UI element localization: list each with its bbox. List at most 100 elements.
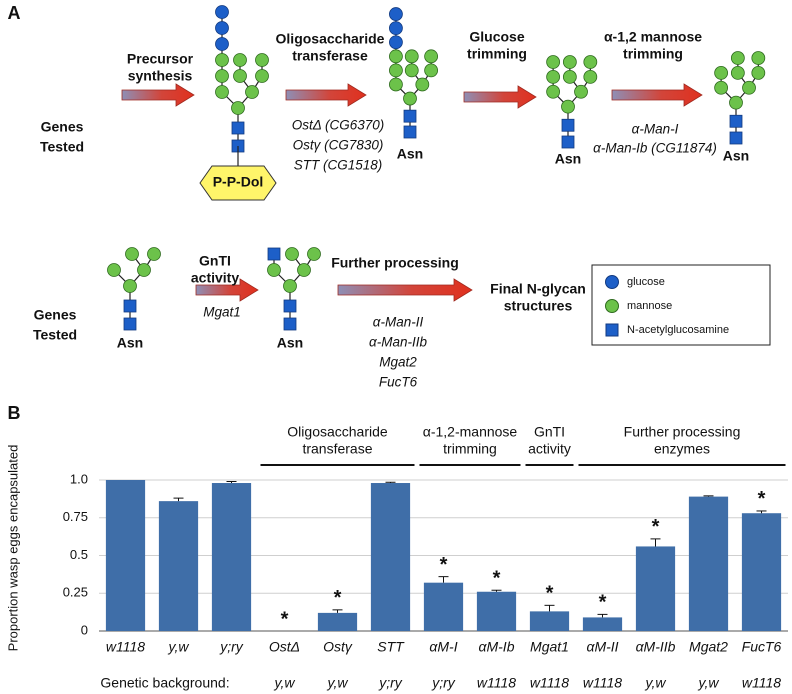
genetic-background: y,w <box>645 675 667 691</box>
glcnac <box>403 125 417 139</box>
mannose <box>215 69 229 83</box>
glcnac <box>403 109 417 123</box>
x-tick-label: Ostγ <box>323 639 353 655</box>
mannose <box>245 85 259 99</box>
group-label: trimming <box>443 441 497 457</box>
asn: Asn <box>117 335 143 351</box>
genes-label: Tested <box>40 139 84 155</box>
x-tick-label: w1118 <box>106 639 145 655</box>
x-tick-label: αM-II <box>586 639 618 655</box>
legend-label: N-acetylglucosamine <box>627 324 729 336</box>
mannose <box>285 247 299 261</box>
glucose <box>389 7 403 21</box>
mannose <box>255 53 269 67</box>
group-label: transferase <box>302 441 372 457</box>
genes-label: Genes <box>34 307 77 323</box>
mannose <box>107 263 121 277</box>
error-bar <box>703 495 714 497</box>
group-label: activity <box>528 441 571 457</box>
step-title: Precursor <box>127 51 194 67</box>
mannose <box>389 49 403 64</box>
step-title: trimming <box>623 46 683 62</box>
legend-glcnac <box>605 323 619 337</box>
legend-box <box>591 264 771 346</box>
gene: α-Man-Ib (CG11874) <box>593 141 717 156</box>
step-title: activity <box>191 270 239 286</box>
mannose <box>233 53 247 67</box>
group-label: enzymes <box>654 441 710 457</box>
significance: * <box>599 592 607 614</box>
y-tick-label: 0 <box>81 622 88 637</box>
group-label: Oligosaccharide <box>287 424 388 440</box>
bar <box>741 513 782 631</box>
significance: * <box>281 608 289 630</box>
mannose <box>751 66 766 80</box>
mannose <box>389 63 403 78</box>
x-tick-label: OstΔ <box>269 639 300 655</box>
arrow <box>195 278 259 302</box>
gene: Ostγ (CG7830) <box>293 138 384 153</box>
gene: OstΔ (CG6370) <box>292 118 385 133</box>
bar <box>635 546 676 631</box>
glcnac <box>123 317 137 331</box>
genetic-background: w1118 <box>742 675 781 691</box>
error-bar <box>650 538 661 547</box>
asn: Asn <box>555 151 581 167</box>
asn: Asn <box>397 146 423 162</box>
group-label: α-1,2-mannose <box>423 424 518 440</box>
x-tick-label: Mgat1 <box>530 639 569 655</box>
genetic-background: y,w <box>274 675 296 691</box>
arrow <box>337 278 473 302</box>
mannose <box>714 66 729 80</box>
gene: α-Man-IIb <box>369 335 427 350</box>
y-tick-label: 1.0 <box>70 471 88 486</box>
glcnac <box>561 118 575 132</box>
mannose <box>297 263 311 277</box>
mannose <box>562 70 577 84</box>
error-bar <box>438 576 449 583</box>
x-tick-label: y,w <box>168 639 190 655</box>
step-title: Oligosaccharide <box>276 31 385 47</box>
significance: * <box>440 554 448 576</box>
genes-label: Genes <box>41 119 84 135</box>
lipid <box>199 165 277 201</box>
mannose <box>255 69 269 83</box>
bar <box>211 483 252 631</box>
mannose <box>231 101 245 115</box>
legend-glucose <box>605 275 619 289</box>
bar <box>370 483 411 631</box>
mannose <box>404 63 419 78</box>
glcnac <box>283 317 297 331</box>
significance: * <box>758 488 766 510</box>
genetic-background: w1118 <box>530 675 569 691</box>
arrow <box>611 83 703 107</box>
step-title: Glucose <box>469 29 524 45</box>
legend-label: mannose <box>627 300 672 312</box>
final-label: Final N-glycan <box>490 281 586 297</box>
mannose <box>404 49 419 64</box>
step-title: GnTI <box>199 253 231 269</box>
gene: STT (CG1518) <box>294 158 383 173</box>
mannose <box>233 69 247 83</box>
mannose <box>546 84 561 99</box>
mannose <box>562 55 577 69</box>
gene: Mgat1 <box>203 305 241 320</box>
step-title: transferase <box>292 48 368 64</box>
mannose <box>137 263 151 277</box>
genetic-background: w1118 <box>477 675 516 691</box>
mannose <box>403 91 417 106</box>
mannose <box>574 84 588 99</box>
mannose <box>714 80 729 95</box>
error-bar <box>332 609 343 613</box>
step-title: synthesis <box>128 68 193 84</box>
mannose <box>389 77 403 92</box>
mannose <box>147 247 161 261</box>
mannose <box>283 279 297 293</box>
glcnac <box>729 131 743 145</box>
lipid-label: P-P-Dol <box>213 174 264 190</box>
arrow <box>463 85 537 109</box>
genetic-background: w1118 <box>583 675 622 691</box>
asn: Asn <box>723 148 749 164</box>
legend-label: glucose <box>627 276 665 288</box>
